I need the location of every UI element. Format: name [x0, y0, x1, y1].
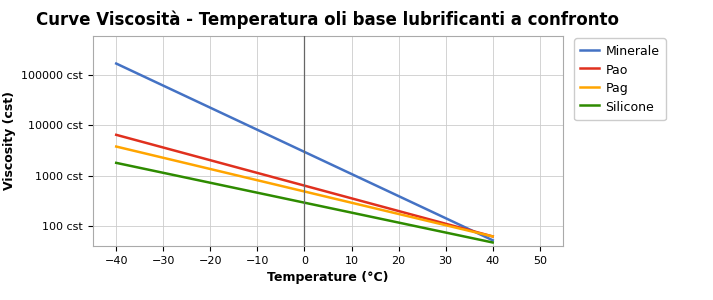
Silicone: [113, 161, 122, 165]
Pao: [453, 225, 462, 229]
Minerale: [113, 62, 122, 66]
Pag: [342, 200, 351, 203]
Pag: [335, 198, 344, 202]
Silicone: [112, 161, 120, 165]
Silicone: [342, 210, 351, 213]
Minerale: [488, 238, 497, 242]
X-axis label: Temperature (°C): Temperature (°C): [267, 271, 389, 284]
Pag: [488, 235, 497, 238]
Pag: [453, 226, 462, 230]
Line: Pag: Pag: [116, 146, 493, 236]
Minerale: [429, 211, 438, 214]
Silicone: [335, 208, 344, 212]
Pag: [429, 220, 438, 224]
Pao: [336, 194, 344, 197]
Line: Silicone: Silicone: [116, 163, 493, 242]
Pag: [336, 198, 344, 202]
Y-axis label: Viscosity (cst): Viscosity (cst): [3, 92, 16, 190]
Legend: Minerale, Pao, Pag, Silicone: Minerale, Pao, Pag, Silicone: [574, 38, 666, 120]
Title: Curve Viscosità - Temperatura oli base lubrificanti a confronto: Curve Viscosità - Temperatura oli base l…: [36, 11, 620, 29]
Pag: [112, 145, 120, 148]
Minerale: [336, 167, 344, 171]
Pao: [342, 195, 351, 199]
Silicone: [336, 208, 344, 212]
Pao: [488, 235, 497, 238]
Silicone: [429, 228, 438, 232]
Silicone: [453, 233, 462, 237]
Line: Pao: Pao: [116, 135, 493, 236]
Minerale: [112, 62, 120, 65]
Pao: [335, 193, 344, 197]
Pao: [112, 133, 120, 136]
Pao: [429, 219, 438, 222]
Silicone: [488, 241, 497, 244]
Pag: [113, 145, 122, 148]
Line: Minerale: Minerale: [116, 64, 493, 240]
Minerale: [335, 167, 344, 170]
Minerale: [453, 222, 462, 226]
Minerale: [342, 170, 351, 173]
Pao: [113, 134, 122, 137]
